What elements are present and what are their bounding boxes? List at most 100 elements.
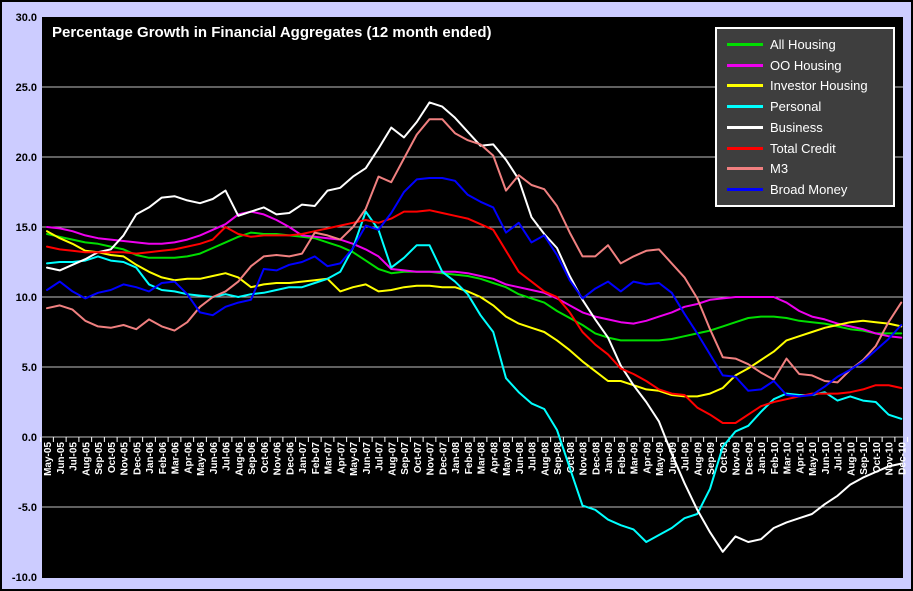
x-axis-label: Jun-08 <box>515 442 526 475</box>
legend-item-personal: Personal <box>727 97 893 116</box>
x-axis-label: Jul-10 <box>834 442 845 471</box>
y-axis-label: -5.0 <box>18 502 37 514</box>
x-axis-label: Feb-10 <box>770 442 781 475</box>
y-axis-label: 10.0 <box>16 292 37 304</box>
legend-label: Broad Money <box>770 182 848 198</box>
series-line-all-housing <box>46 231 903 342</box>
x-axis-label: Sep-05 <box>94 442 105 475</box>
legend-item-m3: M3 <box>727 159 893 178</box>
series-line-personal <box>46 210 903 543</box>
x-axis-label: Aug-05 <box>81 442 92 476</box>
y-axis-label: 15.0 <box>16 222 37 234</box>
x-axis-label: Nov-05 <box>120 442 131 476</box>
x-axis-label: Oct-08 <box>566 442 577 474</box>
legend-item-all-housing: All Housing <box>727 35 893 54</box>
x-axis-label: Dec-06 <box>285 442 296 475</box>
legend-label: M3 <box>770 161 789 177</box>
series-line-total-credit <box>46 209 903 424</box>
legend-swatch <box>727 105 763 109</box>
x-axis-label: Aug-07 <box>387 442 398 476</box>
x-axis-label: Oct-10 <box>872 442 883 474</box>
series-line-m3 <box>46 118 903 384</box>
x-axis-label: Jun-06 <box>209 442 220 475</box>
x-axis-label: Nov-08 <box>579 442 590 476</box>
y-axis-label: 30.0 <box>16 12 37 24</box>
y-axis-label: 20.0 <box>16 152 37 164</box>
x-axis-label: Sep-08 <box>553 442 564 475</box>
legend-item-investor-housing: Investor Housing <box>727 76 893 95</box>
legend-item-business: Business <box>727 118 893 137</box>
y-axis-label: 25.0 <box>16 82 37 94</box>
x-axis-label: Feb-06 <box>158 442 169 475</box>
x-axis-label: Jan-10 <box>757 442 768 474</box>
x-axis-label: Apr-08 <box>489 442 500 474</box>
legend-swatch <box>727 125 763 129</box>
legend-label: Investor Housing <box>770 78 868 94</box>
x-axis-label: Oct-06 <box>260 442 271 474</box>
x-axis-label: Jun-07 <box>362 442 373 475</box>
x-axis-label: Apr-10 <box>795 442 806 474</box>
y-axis-label: -10.0 <box>12 572 37 584</box>
x-axis-label: Dec-09 <box>744 442 755 475</box>
legend-swatch <box>727 167 763 171</box>
x-axis-label: Jan-07 <box>298 442 309 474</box>
x-axis-label: Sep-10 <box>859 442 870 475</box>
x-axis-label: Aug-10 <box>846 442 857 476</box>
legend-label: All Housing <box>770 36 836 52</box>
x-axis-label: May-05 <box>43 442 54 476</box>
x-axis-label: Nov-09 <box>732 442 743 476</box>
x-axis-label: Jul-05 <box>69 442 80 471</box>
x-axis-label: Jul-08 <box>528 442 539 471</box>
x-axis-label: Jan-06 <box>145 442 156 474</box>
x-axis-label: May-08 <box>502 442 513 476</box>
legend-item-oo-housing: OO Housing <box>727 56 893 75</box>
x-axis-label: May-09 <box>655 442 666 476</box>
series-line-investor-housing <box>46 230 903 398</box>
legend-label: Personal <box>770 99 822 115</box>
series-line-broad-money <box>46 177 903 398</box>
legend-label: Total Credit <box>770 140 836 156</box>
x-axis-label: Oct-09 <box>719 442 730 474</box>
x-axis-label: Sep-07 <box>400 442 411 475</box>
x-axis-label: Aug-09 <box>693 442 704 476</box>
x-axis-label: Jan-08 <box>451 442 462 474</box>
x-axis-label: Sep-06 <box>247 442 258 475</box>
series-line-oo-housing <box>46 210 903 339</box>
x-axis-label: Dec-07 <box>438 442 449 475</box>
x-axis-label: Mar-06 <box>171 442 182 475</box>
x-axis-label: Mar-07 <box>324 442 335 475</box>
legend-item-total-credit: Total Credit <box>727 139 893 158</box>
x-axis-label: Aug-06 <box>234 442 245 476</box>
series-line-business <box>46 101 903 553</box>
x-axis-label: Apr-06 <box>183 442 194 474</box>
legend-swatch <box>727 146 763 150</box>
x-axis-label: Apr-07 <box>336 442 347 474</box>
legend-label: OO Housing <box>770 57 842 73</box>
x-axis-label: Feb-08 <box>464 442 475 475</box>
x-axis-label: May-06 <box>196 442 207 476</box>
x-axis-label: Jul-06 <box>222 442 233 471</box>
legend-swatch <box>727 42 763 46</box>
legend-swatch <box>727 63 763 67</box>
x-axis-label: Jul-07 <box>375 442 386 471</box>
y-axis-label: 0.0 <box>22 432 37 444</box>
x-axis-label: Feb-09 <box>617 442 628 475</box>
x-axis-label: Nov-10 <box>885 442 896 476</box>
x-axis-label: Nov-07 <box>426 442 437 476</box>
x-axis-label: Jun-05 <box>56 442 67 475</box>
x-axis-label: Nov-06 <box>273 442 284 476</box>
legend-label: Business <box>770 119 823 135</box>
x-axis-label: Sep-09 <box>706 442 717 475</box>
legend-swatch <box>727 84 763 88</box>
x-axis-label: Dec-10 <box>897 442 908 475</box>
x-axis-label: Dec-08 <box>591 442 602 475</box>
x-axis-label: Jun-10 <box>821 442 832 475</box>
chart-title: Percentage Growth in Financial Aggregate… <box>52 24 492 41</box>
x-axis-label: Apr-09 <box>642 442 653 474</box>
legend-item-broad-money: Broad Money <box>727 180 893 199</box>
x-axis-label: Oct-05 <box>107 442 118 474</box>
x-axis-label: Jan-09 <box>604 442 615 474</box>
legend-swatch <box>727 188 763 192</box>
x-axis-label: May-07 <box>349 442 360 476</box>
